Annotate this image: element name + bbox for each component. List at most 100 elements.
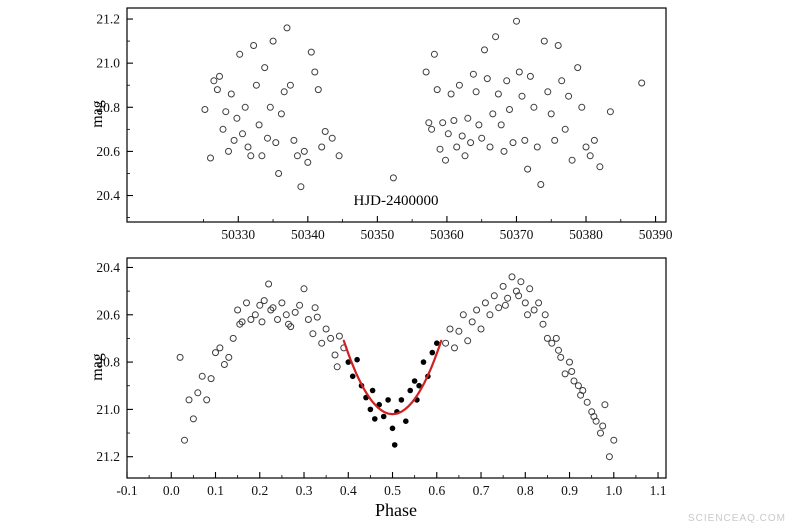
data-point-open	[442, 339, 450, 347]
data-point-open	[277, 110, 285, 118]
x-tick-label: 0.5	[384, 483, 401, 498]
data-point-open	[605, 453, 613, 461]
data-point-filled	[349, 373, 356, 380]
data-point-filled	[407, 387, 414, 394]
data-point-open	[515, 68, 523, 76]
data-point-open	[252, 81, 260, 89]
data-point-open	[592, 417, 600, 425]
data-point-open	[447, 90, 455, 98]
data-point-filled	[372, 416, 378, 422]
data-point-open	[213, 86, 221, 94]
data-point-open	[300, 285, 308, 293]
data-point-open	[579, 387, 587, 394]
data-point-open	[561, 370, 569, 378]
data-point-open	[314, 86, 322, 94]
watermark: SCIENCEAQ.COM	[687, 513, 786, 524]
x-tick-label: 1.1	[650, 483, 667, 498]
y-tick-label: 20.4	[96, 260, 120, 275]
data-point-open	[333, 363, 341, 371]
data-point-open	[568, 156, 576, 164]
data-point-open	[495, 304, 503, 312]
x-tick-label: -0.1	[116, 483, 137, 498]
data-point-open	[499, 282, 507, 290]
data-point-open	[513, 17, 520, 25]
data-point-open	[486, 143, 494, 151]
data-point-open	[261, 64, 269, 72]
data-point-open	[557, 353, 565, 361]
data-point-open	[286, 81, 294, 89]
data-point-open	[535, 299, 543, 307]
data-point-open	[489, 110, 497, 118]
data-point-open	[244, 143, 252, 151]
data-point-open	[225, 353, 233, 361]
data-point-open	[638, 79, 646, 87]
data-point-open	[176, 353, 184, 361]
data-point-open	[490, 292, 498, 300]
data-point-open	[558, 77, 566, 85]
data-point-open	[533, 143, 541, 151]
data-point-open	[578, 103, 586, 111]
plot-frame	[126, 257, 667, 479]
y-tick-label: 20.4	[96, 188, 120, 203]
x-tick-label: 50340	[291, 227, 325, 242]
data-point-open	[524, 311, 531, 319]
data-point-open	[610, 436, 618, 444]
data-point-filled	[385, 397, 391, 403]
data-point-open	[606, 108, 614, 116]
data-point-open	[455, 81, 463, 89]
data-point-filled	[403, 418, 409, 425]
data-point-open	[269, 37, 277, 45]
data-point-open	[260, 297, 268, 305]
data-point-open	[596, 163, 604, 171]
data-point-open	[275, 170, 283, 177]
data-point-open	[481, 299, 489, 307]
data-point-filled	[345, 359, 352, 365]
data-point-open	[234, 306, 242, 314]
data-point-open	[293, 152, 301, 160]
data-point-open	[238, 318, 246, 326]
data-point-open	[478, 134, 486, 142]
data-point-open	[227, 90, 235, 98]
data-point-open	[212, 349, 219, 357]
data-point-open	[439, 119, 447, 127]
data-point-open	[304, 158, 312, 166]
data-point-open	[297, 183, 305, 191]
data-point-open	[552, 334, 560, 342]
data-point-open	[508, 273, 516, 281]
data-point-open	[247, 316, 255, 323]
data-point-open	[318, 143, 326, 151]
data-point-open	[282, 311, 290, 319]
y-tick-label: 20.6	[96, 144, 120, 159]
data-point-open	[539, 320, 547, 328]
data-point-open	[472, 88, 480, 96]
data-point-open	[241, 103, 249, 111]
data-point-open	[565, 92, 573, 100]
data-point-open	[459, 311, 467, 319]
top-panel-xlabel: HJD-2400000	[353, 193, 439, 209]
data-point-open	[216, 72, 223, 80]
data-point-open	[328, 134, 336, 142]
data-point-open	[506, 106, 513, 113]
data-point-open	[322, 325, 330, 333]
data-point-open	[258, 318, 266, 326]
data-point-open	[509, 139, 517, 147]
data-point-open	[530, 306, 538, 314]
data-point-open	[247, 152, 255, 160]
data-point-filled	[380, 413, 387, 420]
data-point-open	[422, 68, 430, 76]
data-point-open	[515, 292, 523, 300]
data-point-open	[436, 145, 444, 153]
data-point-open	[561, 125, 569, 133]
data-point-open	[210, 77, 218, 85]
data-point-filled	[411, 378, 418, 384]
data-point-open	[335, 152, 343, 160]
data-point-open	[458, 132, 466, 140]
data-point-filled	[367, 406, 374, 413]
top-panel-ylabel: mag	[89, 100, 106, 128]
data-point-open	[307, 48, 315, 56]
data-point-open	[541, 311, 549, 319]
data-point-open	[517, 278, 525, 286]
data-point-open	[590, 136, 598, 144]
data-point-open	[574, 64, 582, 72]
